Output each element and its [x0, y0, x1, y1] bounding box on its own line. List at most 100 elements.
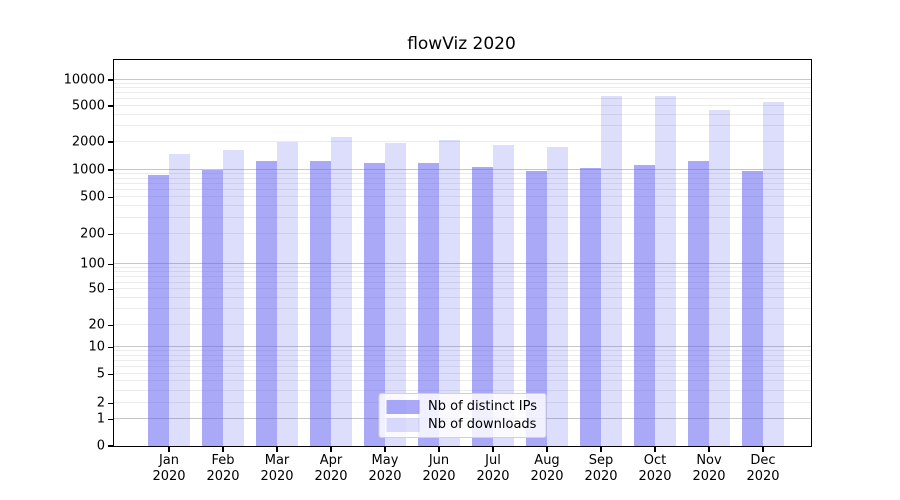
- bar-group: [526, 60, 568, 446]
- minor-gridline: [114, 360, 811, 362]
- x-axis-tick: [546, 446, 548, 452]
- minor-gridline: [114, 105, 811, 107]
- y-axis-tick-label: 50: [88, 281, 105, 297]
- y-axis-tick: [108, 196, 114, 198]
- x-axis-tick: [168, 446, 170, 452]
- y-axis-tick: [108, 263, 114, 265]
- y-axis-tick-label: 5: [96, 366, 105, 382]
- y-axis-tick-label: 2: [96, 395, 105, 411]
- bar-downloads: [763, 101, 784, 446]
- bar-group: [418, 60, 460, 446]
- minor-gridline: [114, 308, 811, 310]
- y-axis-tick-label: 2000: [71, 134, 105, 150]
- minor-gridline: [114, 98, 811, 100]
- y-axis-tick: [108, 141, 114, 143]
- x-axis-tick-label: Jan 2020: [152, 453, 186, 484]
- y-axis-tick: [108, 79, 114, 81]
- bar-distinct-ips: [526, 170, 547, 446]
- x-axis-tick-label: Nov 2020: [692, 453, 726, 484]
- bar-group: [256, 60, 298, 446]
- x-axis-tick-label: Mar 2020: [260, 453, 294, 484]
- legend-swatch-downloads: [386, 417, 420, 432]
- bar-group: [148, 60, 190, 446]
- minor-gridline: [114, 366, 811, 368]
- x-axis-tick-label: Sep 2020: [584, 453, 618, 484]
- x-axis-tick-label: Dec 2020: [746, 453, 780, 484]
- x-axis-tick-label: Oct 2020: [638, 453, 672, 484]
- minor-gridline: [114, 276, 811, 278]
- legend-label-distinct-ips: Nb of distinct IPs: [428, 399, 537, 414]
- bar-downloads: [709, 109, 730, 446]
- y-axis-tick: [108, 346, 114, 349]
- minor-gridline: [114, 125, 811, 127]
- bar-group: [688, 60, 730, 446]
- minor-gridline: [114, 141, 811, 143]
- bar-distinct-ips: [310, 161, 331, 446]
- minor-gridline: [114, 189, 811, 191]
- bar-downloads: [601, 96, 622, 446]
- legend-swatch-distinct-ips: [386, 399, 420, 414]
- y-axis-tick-label: 20: [88, 317, 105, 333]
- minor-gridline: [114, 113, 811, 115]
- y-axis-tick: [108, 373, 114, 376]
- y-axis-tick-label: 100: [80, 256, 105, 272]
- x-axis-tick: [438, 446, 440, 452]
- minor-gridline: [114, 267, 811, 269]
- minor-gridline: [114, 373, 811, 375]
- bar-distinct-ips: [580, 167, 601, 446]
- minor-gridline: [114, 196, 811, 198]
- x-axis-tick: [600, 446, 602, 452]
- minor-gridline: [114, 271, 811, 273]
- major-gridline: [114, 79, 811, 81]
- minor-gridline: [114, 389, 811, 391]
- minor-gridline: [114, 83, 811, 84]
- x-axis-tick: [492, 446, 494, 452]
- minor-gridline: [114, 183, 811, 185]
- bar-downloads: [223, 149, 244, 446]
- x-axis-tick-label: May 2020: [368, 453, 402, 484]
- bar-downloads: [331, 137, 352, 446]
- bar-distinct-ips: [202, 170, 223, 446]
- bar-distinct-ips: [742, 170, 763, 446]
- bar-distinct-ips: [256, 161, 277, 446]
- x-axis-tick: [708, 446, 710, 452]
- y-axis-tick: [108, 418, 114, 421]
- minor-gridline: [114, 355, 811, 357]
- bar-group: [634, 60, 676, 446]
- bar-downloads: [655, 96, 676, 446]
- bar-downloads: [493, 145, 514, 446]
- x-axis-tick-label: Jun 2020: [422, 453, 456, 484]
- minor-gridline: [114, 380, 811, 382]
- bar-downloads: [169, 153, 190, 446]
- bar-downloads: [439, 140, 460, 446]
- minor-gridline: [114, 350, 811, 352]
- y-axis-tick: [108, 402, 114, 405]
- major-gridline: [114, 346, 811, 348]
- y-axis-tick-label: 0: [96, 438, 105, 454]
- y-axis-tick-label: 500: [80, 189, 105, 205]
- y-axis-tick-label: 10: [88, 339, 105, 355]
- x-axis-tick: [384, 446, 386, 452]
- minor-gridline: [114, 205, 811, 207]
- major-gridline: [114, 263, 811, 265]
- y-axis-tick-label: 5000: [71, 98, 105, 114]
- legend-item: Nb of distinct IPs: [386, 399, 537, 414]
- legend: Nb of distinct IPs Nb of downloads: [378, 393, 547, 438]
- minor-gridline: [114, 233, 811, 235]
- chart-title: flowViz 2020: [407, 34, 516, 54]
- bar-distinct-ips: [148, 175, 169, 446]
- bar-group: [310, 60, 352, 446]
- y-axis-tick: [108, 169, 114, 171]
- bar-distinct-ips: [418, 163, 439, 446]
- legend-label-downloads: Nb of downloads: [428, 417, 537, 432]
- y-axis-tick-label: 10000: [63, 72, 105, 88]
- y-axis-tick: [108, 324, 114, 327]
- major-gridline: [114, 169, 811, 171]
- y-axis-tick: [108, 288, 114, 290]
- bar-distinct-ips: [472, 167, 493, 446]
- x-axis-tick-label: Aug 2020: [530, 453, 564, 484]
- bar-group: [742, 60, 784, 446]
- bar-distinct-ips: [688, 161, 709, 446]
